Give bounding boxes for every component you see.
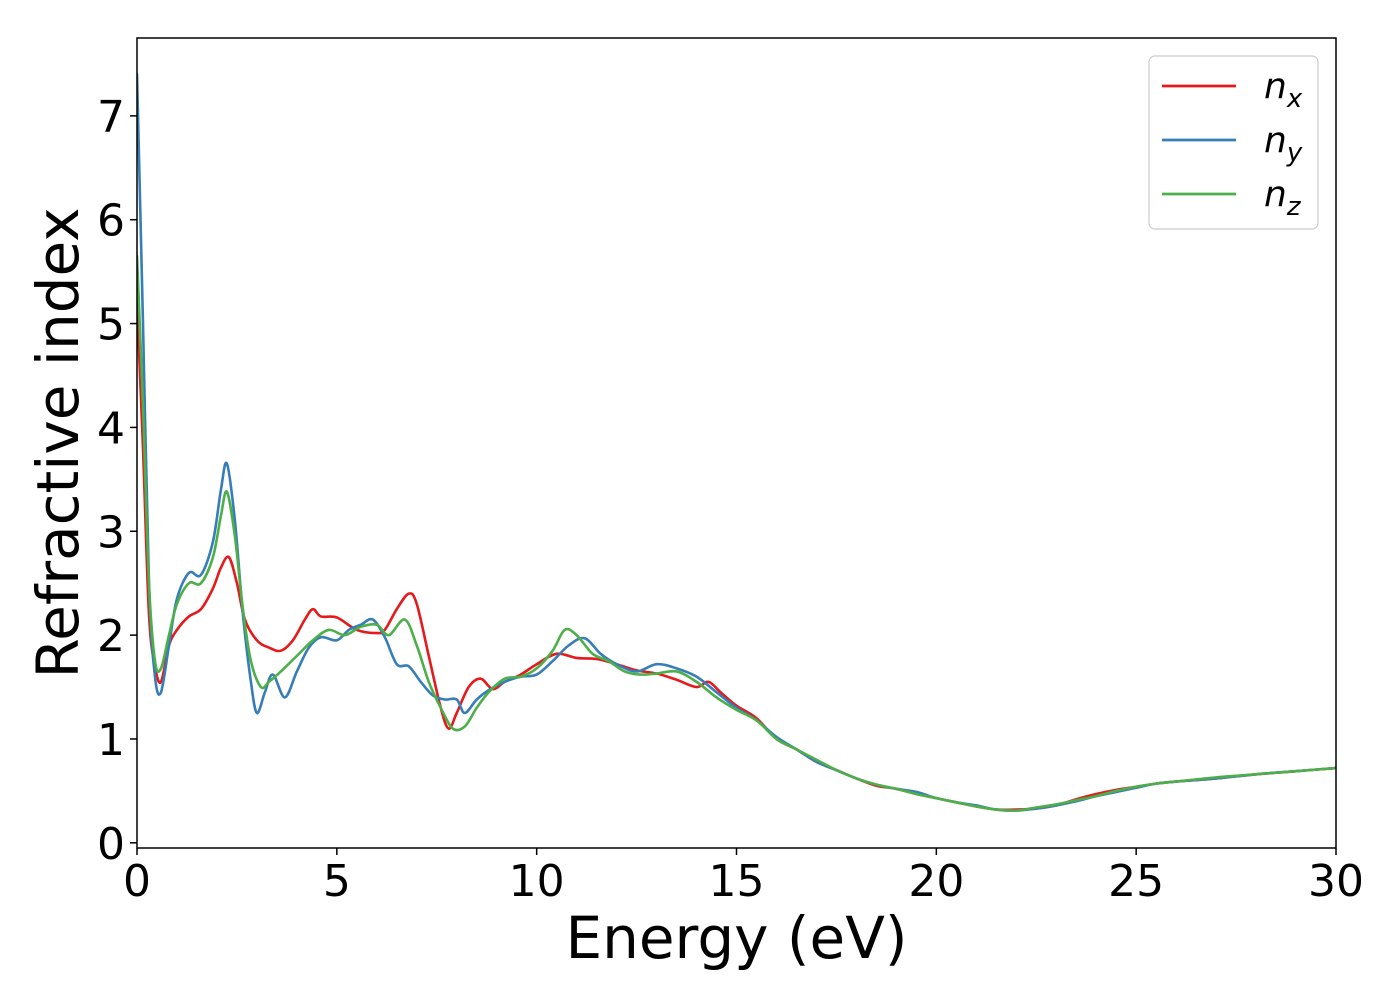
series-line-n-x bbox=[137, 301, 1336, 812]
series-layer bbox=[137, 73, 1336, 813]
legend-box bbox=[1148, 55, 1319, 230]
y-tick-label: 0 bbox=[97, 819, 125, 870]
x-tick-label: 30 bbox=[1308, 856, 1364, 907]
y-tick-label: 7 bbox=[97, 92, 125, 143]
series-line-n-z bbox=[137, 254, 1336, 813]
x-tick-label: 0 bbox=[123, 856, 151, 907]
x-tick-label: 15 bbox=[709, 856, 765, 907]
y-tick-label: 5 bbox=[97, 300, 125, 351]
x-tick-label: 25 bbox=[1108, 856, 1164, 907]
x-tick-label: 5 bbox=[323, 856, 351, 907]
x-tick-label: 20 bbox=[908, 856, 964, 907]
legend-label-n-x: nx bbox=[1264, 66, 1303, 114]
ticks-layer: 0 5 10 15 20 25 30 0 1 2 3 4 5 6 7 bbox=[97, 92, 1364, 907]
x-tick-label: 10 bbox=[509, 856, 565, 907]
y-tick-label: 1 bbox=[97, 715, 125, 766]
y-axis-label: Refractive index bbox=[24, 207, 92, 678]
y-tick-label: 2 bbox=[97, 611, 125, 662]
y-tick-label: 3 bbox=[97, 507, 125, 558]
legend-label-n-y: ny bbox=[1264, 120, 1303, 168]
legend-label-n-z: nz bbox=[1264, 174, 1302, 222]
x-axis-label: Energy (eV) bbox=[565, 904, 907, 972]
y-tick-label: 4 bbox=[97, 403, 125, 454]
y-tick-label: 6 bbox=[97, 196, 125, 247]
legend: nx ny nz bbox=[1148, 55, 1319, 230]
